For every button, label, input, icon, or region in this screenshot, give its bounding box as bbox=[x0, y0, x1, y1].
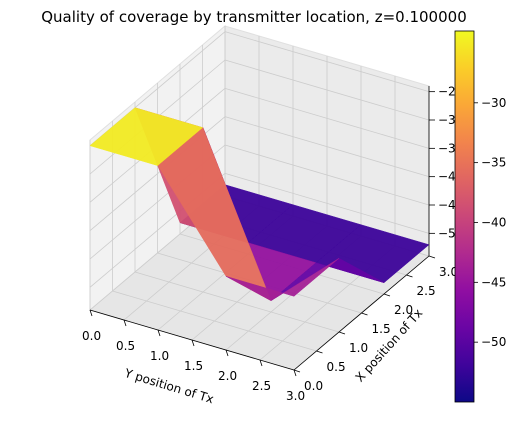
y-tick-label: 2.0 bbox=[394, 303, 413, 317]
colorbar-tick-label: −35 bbox=[481, 156, 506, 170]
y-tick-mark bbox=[316, 350, 323, 354]
y-tick-label: 3.0 bbox=[439, 265, 458, 279]
x-tick-mark bbox=[225, 349, 229, 357]
y-tick-label: 1.0 bbox=[349, 341, 368, 355]
x-tick-mark bbox=[191, 339, 195, 347]
y-tick-mark bbox=[361, 312, 368, 316]
colorbar-tick-label: −40 bbox=[481, 215, 506, 229]
y-tick-mark bbox=[428, 255, 436, 259]
x-tick-mark bbox=[89, 309, 93, 317]
x-tick-mark bbox=[157, 329, 161, 337]
y-tick-label: 1.5 bbox=[372, 322, 391, 336]
y-tick-mark bbox=[293, 369, 301, 373]
chart-title: Quality of coverage by transmitter locat… bbox=[41, 8, 467, 26]
colorbar-tick-label: −30 bbox=[481, 96, 506, 110]
colorbar-tick-label: −50 bbox=[481, 335, 506, 349]
floor-grid-line bbox=[134, 271, 340, 333]
x-tick-label: 1.5 bbox=[184, 359, 203, 373]
colorbar-frame bbox=[454, 30, 475, 403]
back-grid-line bbox=[224, 31, 430, 93]
x-tick-label: 1.0 bbox=[150, 349, 169, 363]
surface bbox=[89, 107, 430, 302]
x-tick-mark bbox=[293, 369, 297, 377]
back-grid-line bbox=[224, 172, 430, 234]
y-tick-label: 2.5 bbox=[417, 284, 436, 298]
x-tick-label: 2.5 bbox=[252, 379, 271, 393]
back-grid-line bbox=[224, 144, 430, 206]
y-tick-label: 0.0 bbox=[304, 379, 323, 393]
x-tick-label: 0.0 bbox=[82, 329, 101, 343]
back-grid-line bbox=[224, 87, 430, 149]
x-tick-label: 0.5 bbox=[116, 339, 135, 353]
x-tick-mark bbox=[123, 319, 127, 327]
back-grid-line bbox=[224, 116, 430, 178]
colorbar-ticks: −30 −35 −40 −45 −50 bbox=[454, 30, 506, 403]
y-tick-mark bbox=[338, 331, 346, 335]
back-grid-line bbox=[224, 59, 430, 121]
x-tick-mark bbox=[259, 359, 263, 367]
y-tick-mark bbox=[406, 274, 413, 278]
colorbar bbox=[455, 31, 474, 402]
surface-patch bbox=[225, 258, 340, 301]
floor-grid-line bbox=[112, 290, 317, 352]
y-tick-label: 0.5 bbox=[327, 360, 346, 374]
y-tick-mark bbox=[383, 293, 391, 297]
x-tick-label: 2.0 bbox=[218, 369, 237, 383]
colorbar-tick-label: −45 bbox=[481, 275, 506, 289]
x-tick-label: 3.0 bbox=[286, 389, 305, 403]
